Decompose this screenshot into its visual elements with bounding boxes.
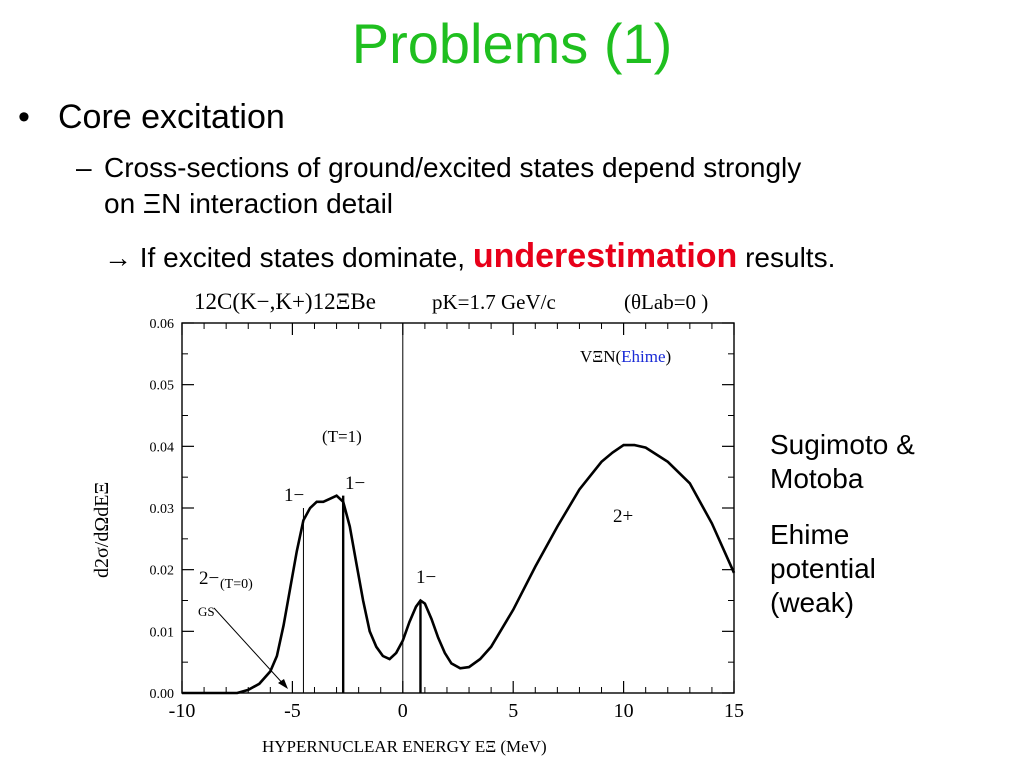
chart-title-reaction: 12C(K−,K+)12ΞBe — [194, 289, 376, 314]
y-tick-label: 0.06 — [150, 317, 175, 332]
bullet-cross-sections-line2: on ΞN interaction detail — [104, 188, 394, 219]
cross-section-chart: 12C(K−,K+)12ΞBe pK=1.7 GeV/c (θLab=0 ) 0… — [91, 289, 745, 756]
annotation-peak-mid: 1− — [345, 473, 365, 494]
legend-potential: VΞN( — [580, 347, 621, 366]
bullet-dot: • — [18, 98, 30, 136]
y-tick-label: 0.03 — [150, 502, 175, 517]
legend-ehime: Ehime — [621, 347, 665, 366]
annotation-peak-big: 2+ — [613, 506, 633, 527]
x-tick-label: 15 — [724, 700, 744, 722]
annotation-t0: (T=0) — [220, 577, 253, 592]
cross-section-figure: 12C(K−,K+)12ΞBe pK=1.7 GeV/c (θLab=0 ) 0… — [72, 278, 752, 768]
bullet-underestimation: → If excited states dominate, underestim… — [104, 236, 835, 278]
bullet-core-excitation-text: Core excitation — [58, 98, 285, 136]
annotation-peak-small: 1− — [416, 567, 436, 588]
chart-title-angle: (θLab=0 ) — [624, 290, 708, 314]
state-lines — [302, 323, 422, 693]
citation-line2: Motoba — [770, 463, 864, 494]
dash-marker: – — [76, 152, 92, 183]
y-tick-label: 0.02 — [150, 564, 175, 579]
annotation-t1: (T=1) — [322, 427, 362, 446]
annotation-gs: GS — [198, 604, 215, 619]
y-tick-label: 0.00 — [150, 687, 175, 702]
bullet-cross-sections-line1: Cross-sections of ground/excited states … — [104, 152, 802, 183]
plot-frame — [181, 322, 735, 694]
x-tick-label: 5 — [508, 700, 518, 722]
bullet-underestimation-pre: If excited states dominate, — [139, 242, 466, 273]
bullet-cross-sections: – Cross-sections of ground/excited state… — [76, 150, 976, 222]
y-tick-label: 0.05 — [150, 379, 175, 394]
x-tick-label: 10 — [614, 700, 634, 722]
cross-section-curve — [182, 443, 736, 695]
x-tick-label: -5 — [284, 700, 301, 722]
axis-tick-labels: 0.00 0.01 0.02 0.03 0.04 0.05 0.06 -10 -5 0 5 10 15 — [150, 317, 745, 722]
slide-title: Problems (1) — [351, 12, 673, 75]
chart-legend: VΞN(Ehime) — [580, 347, 671, 366]
potential-line2: potential — [770, 553, 876, 584]
y-tick-label: 0.04 — [150, 440, 175, 455]
underestimation-emphasis: underestimation — [472, 237, 738, 275]
gs-arrow-line — [213, 607, 287, 688]
x-axis-label: HYPERNUCLEAR ENERGY EΞ (MeV) — [262, 737, 547, 756]
gs-arrow-head — [278, 679, 288, 689]
axis-ticks — [181, 322, 735, 694]
y-axis-label: d2σ/dΩdEΞ — [91, 482, 113, 578]
annotation-peak-left: 1− — [284, 485, 304, 506]
potential-note: Ehime potential (weak) — [770, 518, 1010, 620]
annotation-ground: 2− — [199, 568, 219, 589]
citation-line1: Sugimoto & — [770, 429, 915, 460]
legend-close: ) — [666, 347, 672, 366]
potential-line3: (weak) — [770, 587, 855, 618]
chart-title-momentum: pK=1.7 GeV/c — [432, 290, 556, 314]
citation-note: Sugimoto & Motoba — [770, 428, 1010, 496]
potential-line1: Ehime — [770, 519, 850, 550]
arrow-right-icon: → — [104, 242, 132, 273]
bullet-core-excitation: • Core excitation — [18, 96, 285, 138]
bullet-underestimation-post: results. — [745, 242, 836, 273]
x-tick-label: -10 — [169, 700, 196, 722]
x-tick-label: 0 — [398, 700, 408, 722]
side-notes: Sugimoto & Motoba Ehime potential (weak) — [770, 428, 1010, 642]
y-tick-label: 0.01 — [150, 625, 175, 640]
